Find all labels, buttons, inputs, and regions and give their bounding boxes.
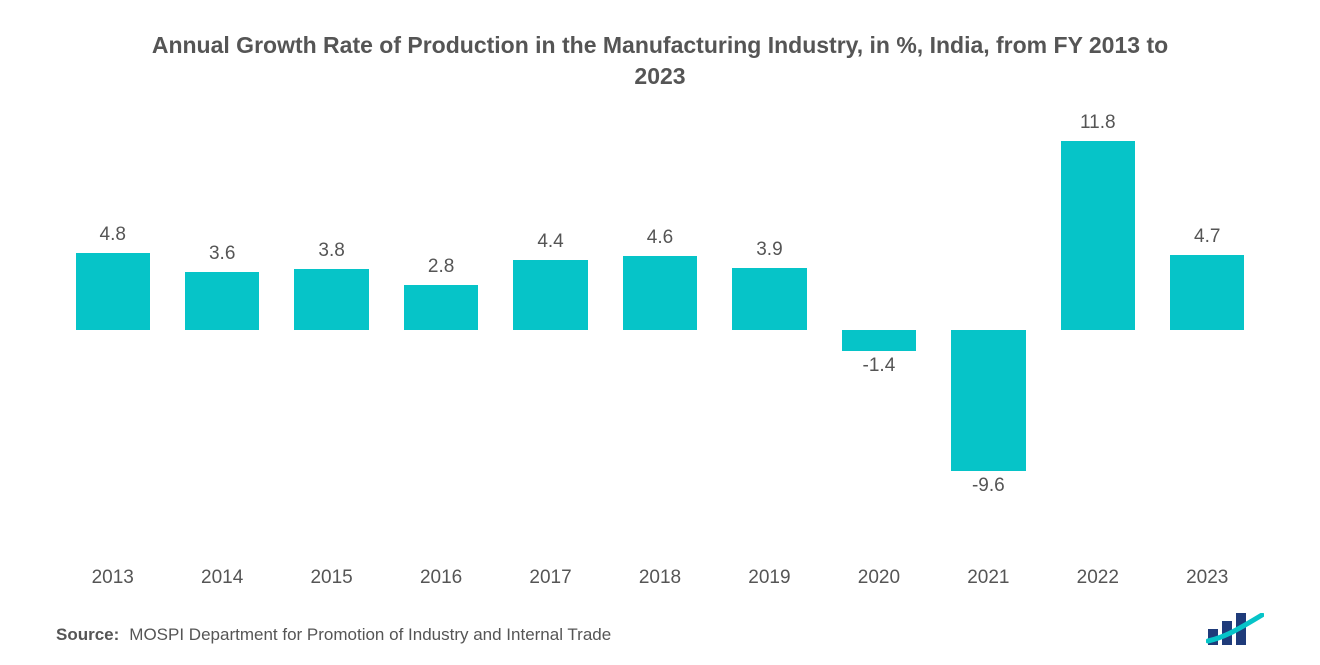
source-label: Source: bbox=[56, 625, 119, 644]
chart-container: Annual Growth Rate of Production in the … bbox=[0, 0, 1320, 665]
bar-slot: 4.4 2017 bbox=[496, 106, 605, 589]
bar bbox=[185, 272, 259, 330]
value-label: 3.6 bbox=[167, 243, 276, 265]
bar-slot: -1.4 2020 bbox=[824, 106, 933, 589]
value-label: 4.7 bbox=[1153, 226, 1262, 248]
bar bbox=[513, 260, 587, 330]
bar-slot: 4.8 2013 bbox=[58, 106, 167, 589]
category-label: 2021 bbox=[934, 567, 1043, 589]
bar bbox=[951, 330, 1025, 471]
value-label: 4.6 bbox=[605, 227, 714, 249]
bar-slot: 4.7 2023 bbox=[1153, 106, 1262, 589]
source-text: MOSPI Department for Promotion of Indust… bbox=[129, 625, 611, 644]
source-line: Source: MOSPI Department for Promotion of… bbox=[56, 625, 611, 645]
bar bbox=[404, 285, 478, 330]
chart-footer: Source: MOSPI Department for Promotion of… bbox=[48, 613, 1272, 645]
category-label: 2018 bbox=[605, 567, 714, 589]
category-label: 2019 bbox=[715, 567, 824, 589]
mordor-logo-icon bbox=[1206, 613, 1264, 645]
bar bbox=[1061, 141, 1135, 330]
plot-area: 4.8 2013 3.6 2014 3.8 2015 2.8 2016 4.4 2017 4.6 20… bbox=[58, 106, 1262, 589]
bar bbox=[76, 253, 150, 330]
value-label: 2.8 bbox=[386, 256, 495, 278]
category-label: 2015 bbox=[277, 567, 386, 589]
value-label: 4.4 bbox=[496, 231, 605, 253]
category-label: 2017 bbox=[496, 567, 605, 589]
bar-slot: 3.8 2015 bbox=[277, 106, 386, 589]
bar-slot: 4.6 2018 bbox=[605, 106, 714, 589]
bar-slot: 11.8 2022 bbox=[1043, 106, 1152, 589]
bar bbox=[732, 268, 806, 330]
category-label: 2022 bbox=[1043, 567, 1152, 589]
value-label: 11.8 bbox=[1043, 112, 1152, 134]
category-label: 2020 bbox=[824, 567, 933, 589]
value-label: 4.8 bbox=[58, 224, 167, 246]
category-label: 2023 bbox=[1153, 567, 1262, 589]
bar-slot: -9.6 2021 bbox=[934, 106, 1043, 589]
category-label: 2014 bbox=[167, 567, 276, 589]
bar bbox=[294, 269, 368, 330]
category-label: 2013 bbox=[58, 567, 167, 589]
bar-slot: 2.8 2016 bbox=[386, 106, 495, 589]
category-label: 2016 bbox=[386, 567, 495, 589]
brand-logo bbox=[1206, 613, 1264, 645]
chart-title: Annual Growth Rate of Production in the … bbox=[130, 30, 1190, 92]
value-label: 3.8 bbox=[277, 240, 386, 262]
bars-row: 4.8 2013 3.6 2014 3.8 2015 2.8 2016 4.4 2017 4.6 20… bbox=[58, 106, 1262, 589]
value-label: 3.9 bbox=[715, 239, 824, 261]
bar-slot: 3.9 2019 bbox=[715, 106, 824, 589]
bar-slot: 3.6 2014 bbox=[167, 106, 276, 589]
bar bbox=[623, 256, 697, 330]
value-label: -9.6 bbox=[934, 475, 1043, 497]
bar bbox=[842, 330, 916, 351]
value-label: -1.4 bbox=[824, 355, 933, 377]
bar bbox=[1170, 255, 1244, 330]
